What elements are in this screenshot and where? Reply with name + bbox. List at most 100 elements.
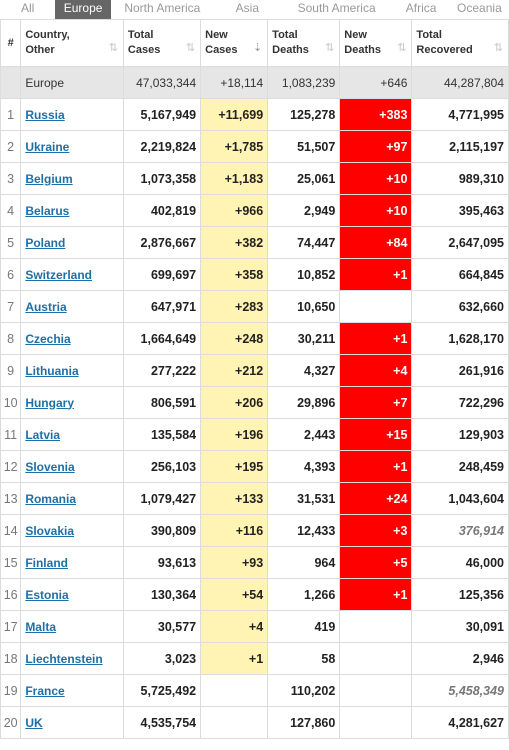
new-cases-cell: +382 bbox=[200, 226, 269, 259]
new-deaths-cell: +4 bbox=[339, 354, 413, 387]
country-link[interactable]: Poland bbox=[25, 235, 66, 250]
total-num-cell bbox=[0, 66, 22, 99]
table-body: Europe 47,033,344 +18,114 1,083,239 +646… bbox=[0, 66, 509, 739]
total-deaths-cell: 2,443 bbox=[267, 418, 341, 451]
row-number: 10 bbox=[0, 386, 22, 419]
row-number: 7 bbox=[0, 290, 22, 323]
country-link[interactable]: Belarus bbox=[25, 203, 70, 218]
total-recovered-cell: 4,771,995 bbox=[411, 98, 509, 131]
country-link[interactable]: France bbox=[25, 683, 65, 698]
sort-icon: ⇅ bbox=[325, 42, 335, 54]
total-cases-cell: 93,613 bbox=[122, 546, 202, 579]
total-deaths-cell: 31,531 bbox=[267, 482, 341, 515]
new-deaths-cell bbox=[339, 610, 413, 643]
row-number: 1 bbox=[0, 98, 22, 131]
table-row: 7 Austria 647,971 +283 10,650 632,660 bbox=[0, 290, 509, 323]
new-deaths-cell: +10 bbox=[339, 162, 413, 195]
country-cell: Lithuania bbox=[20, 354, 124, 387]
total-deaths-cell: 125,278 bbox=[267, 98, 341, 131]
total-recovered-cell: 722,296 bbox=[411, 386, 509, 419]
new-cases-cell bbox=[200, 706, 269, 739]
country-cell: Poland bbox=[20, 226, 124, 259]
total-recovered-cell: 5,458,349 bbox=[411, 674, 509, 707]
total-recovered-cell: 44,287,804 bbox=[411, 66, 509, 99]
country-link[interactable]: Latvia bbox=[25, 427, 60, 442]
country-link[interactable]: Estonia bbox=[25, 587, 69, 602]
total-cases-cell: 130,364 bbox=[122, 578, 202, 611]
country-cell: Estonia bbox=[20, 578, 124, 611]
country-cell: Finland bbox=[20, 546, 124, 579]
country-link[interactable]: Liechtenstein bbox=[25, 651, 103, 666]
new-cases-cell: +116 bbox=[200, 514, 269, 547]
col-header-new-deaths-label: New Deaths bbox=[344, 29, 381, 56]
new-cases-cell: +133 bbox=[200, 482, 269, 515]
tab-asia[interactable]: Asia bbox=[235, 1, 260, 15]
row-number: 4 bbox=[0, 194, 22, 227]
continent-tabs: All Europe North America Asia South America A… bbox=[0, 0, 509, 19]
new-cases-cell: +18,114 bbox=[200, 66, 269, 99]
tab-africa[interactable]: Africa bbox=[405, 1, 437, 15]
new-cases-cell: +1,183 bbox=[200, 162, 269, 195]
new-cases-cell: +1 bbox=[200, 642, 269, 675]
new-cases-cell: +966 bbox=[200, 194, 269, 227]
new-deaths-cell bbox=[339, 674, 413, 707]
col-header-number[interactable]: # bbox=[0, 19, 22, 67]
row-number: 16 bbox=[0, 578, 22, 611]
tab-all[interactable]: All bbox=[21, 1, 35, 15]
country-link[interactable]: Czechia bbox=[25, 331, 71, 346]
country-link[interactable]: UK bbox=[25, 715, 43, 730]
table-row: 16 Estonia 130,364 +54 1,266 +1 125,356 bbox=[0, 578, 509, 611]
new-deaths-cell: +15 bbox=[339, 418, 413, 451]
new-deaths-cell bbox=[339, 642, 413, 675]
country-link[interactable]: Finland bbox=[25, 555, 68, 570]
col-header-new-deaths[interactable]: New Deaths ⇅ bbox=[339, 19, 413, 67]
total-deaths-cell: 10,650 bbox=[267, 290, 341, 323]
country-link[interactable]: Austria bbox=[25, 299, 67, 314]
country-cell: Switzerland bbox=[20, 258, 124, 291]
new-deaths-cell: +7 bbox=[339, 386, 413, 419]
new-deaths-cell: +383 bbox=[339, 98, 413, 131]
col-header-total-recovered[interactable]: Total Recovered ⇅ bbox=[411, 19, 509, 67]
total-cases-cell: 806,591 bbox=[122, 386, 202, 419]
new-deaths-cell: +97 bbox=[339, 130, 413, 163]
country-link[interactable]: Switzerland bbox=[25, 267, 92, 282]
table-row: 1 Russia 5,167,949 +11,699 125,278 +383 4,771,… bbox=[0, 98, 509, 131]
sort-icon: ⇅ bbox=[397, 42, 407, 54]
country-link[interactable]: Romania bbox=[25, 491, 76, 506]
total-cases-cell: 402,819 bbox=[122, 194, 202, 227]
country-cell: Belgium bbox=[20, 162, 124, 195]
row-number: 11 bbox=[0, 418, 22, 451]
country-link[interactable]: Slovenia bbox=[25, 459, 75, 474]
new-deaths-cell: +5 bbox=[339, 546, 413, 579]
total-deaths-cell: 12,433 bbox=[267, 514, 341, 547]
new-deaths-cell: +1 bbox=[339, 450, 413, 483]
col-header-new-cases[interactable]: New Cases ⇣ bbox=[200, 19, 269, 67]
tab-oceania[interactable]: Oceania bbox=[457, 1, 502, 15]
table-row: 15 Finland 93,613 +93 964 +5 46,000 bbox=[0, 546, 509, 579]
total-deaths-cell: 127,860 bbox=[267, 706, 341, 739]
sort-desc-icon: ⇣ bbox=[252, 42, 263, 54]
col-header-country[interactable]: Country, Other ⇅ bbox=[20, 19, 124, 67]
country-link[interactable]: Ukraine bbox=[25, 139, 70, 154]
table-row: 3 Belgium 1,073,358 +1,183 25,061 +10 989,310 bbox=[0, 162, 509, 195]
table-row: 14 Slovakia 390,809 +116 12,433 +3 376,914 bbox=[0, 514, 509, 547]
total-deaths-cell: 419 bbox=[267, 610, 341, 643]
total-deaths-cell: 74,447 bbox=[267, 226, 341, 259]
country-link[interactable]: Belgium bbox=[25, 171, 73, 186]
tab-south-america[interactable]: South America bbox=[297, 1, 376, 15]
new-cases-cell: +196 bbox=[200, 418, 269, 451]
col-header-total-deaths[interactable]: Total Deaths ⇅ bbox=[267, 19, 341, 67]
total-recovered-cell: 2,115,197 bbox=[411, 130, 509, 163]
country-link[interactable]: Russia bbox=[25, 107, 65, 122]
country-link[interactable]: Slovakia bbox=[25, 523, 75, 538]
country-link[interactable]: Hungary bbox=[25, 395, 74, 410]
tab-north-america[interactable]: North America bbox=[124, 1, 201, 15]
tab-europe[interactable]: Europe bbox=[55, 0, 111, 19]
country-link[interactable]: Lithuania bbox=[25, 363, 79, 378]
col-header-total-cases[interactable]: Total Cases ⇅ bbox=[122, 19, 202, 67]
table-row: 19 France 5,725,492 110,202 5,458,349 bbox=[0, 674, 509, 707]
country-link[interactable]: Malta bbox=[25, 619, 56, 634]
table-row: 4 Belarus 402,819 +966 2,949 +10 395,463 bbox=[0, 194, 509, 227]
table-row: 9 Lithuania 277,222 +212 4,327 +4 261,916 bbox=[0, 354, 509, 387]
new-deaths-cell: +1 bbox=[339, 322, 413, 355]
